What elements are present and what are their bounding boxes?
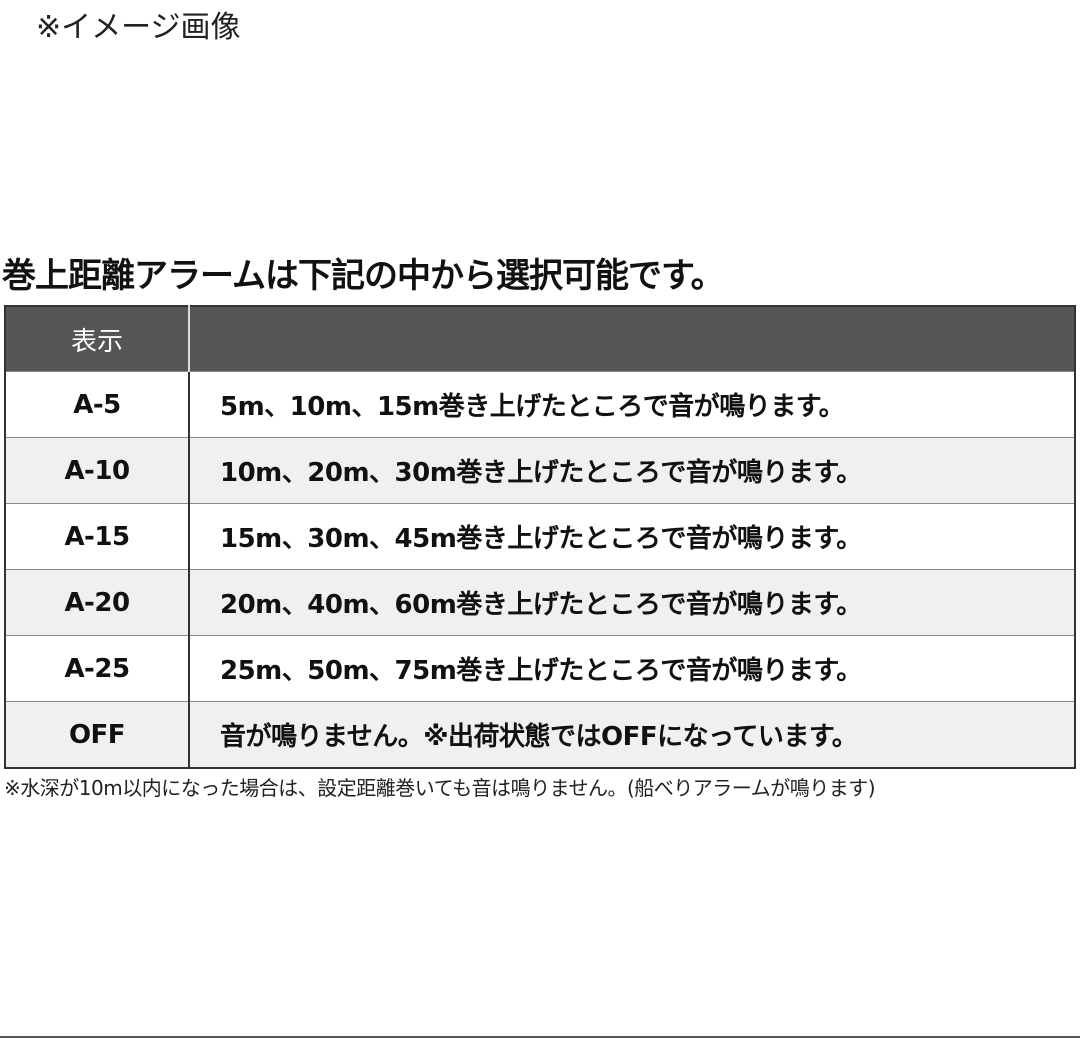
header-description: [189, 306, 1075, 372]
table-row: OFF 音が鳴りません。※出荷状態ではOFFになっています。: [5, 701, 1075, 768]
table-row: A-15 15m、30m、45m巻き上げたところで音が鳴ります。: [5, 503, 1075, 570]
row-code: OFF: [5, 701, 190, 768]
alarm-table: 表示 A-5 5m、10m、15m巻き上げたところで音が鳴ります。 A-10 10m…: [4, 305, 1076, 769]
row-description: 15m、30m、45m巻き上げたところで音が鳴ります。: [189, 503, 1075, 570]
table-row: A-25 25m、50m、75m巻き上げたところで音が鳴ります。: [5, 635, 1075, 702]
row-description: 25m、50m、75m巻き上げたところで音が鳴ります。: [189, 635, 1075, 702]
footnote: ※水深が10m以内になった場合は、設定距離巻いても音は鳴りません。(船べりアラー…: [4, 776, 876, 800]
row-code: A-20: [5, 569, 190, 636]
table-row: A-10 10m、20m、30m巻き上げたところで音が鳴ります。: [5, 437, 1075, 504]
image-note: ※イメージ画像: [36, 10, 241, 45]
row-code: A-15: [5, 503, 190, 570]
table-row: A-20 20m、40m、60m巻き上げたところで音が鳴ります。: [5, 569, 1075, 636]
table-row: A-5 5m、10m、15m巻き上げたところで音が鳴ります。: [5, 371, 1075, 438]
row-description: 10m、20m、30m巻き上げたところで音が鳴ります。: [189, 437, 1075, 504]
bottom-divider: [0, 1036, 1080, 1038]
row-description: 5m、10m、15m巻き上げたところで音が鳴ります。: [189, 371, 1075, 438]
header-display: 表示: [5, 306, 190, 372]
page-title: 巻上距離アラームは下記の中から選択可能です。: [2, 256, 725, 296]
row-code: A-25: [5, 635, 190, 702]
row-description: 音が鳴りません。※出荷状態ではOFFになっています。: [189, 701, 1075, 768]
row-code: A-5: [5, 371, 190, 438]
row-code: A-10: [5, 437, 190, 504]
row-description: 20m、40m、60m巻き上げたところで音が鳴ります。: [189, 569, 1075, 636]
table-header: 表示: [5, 306, 1075, 372]
